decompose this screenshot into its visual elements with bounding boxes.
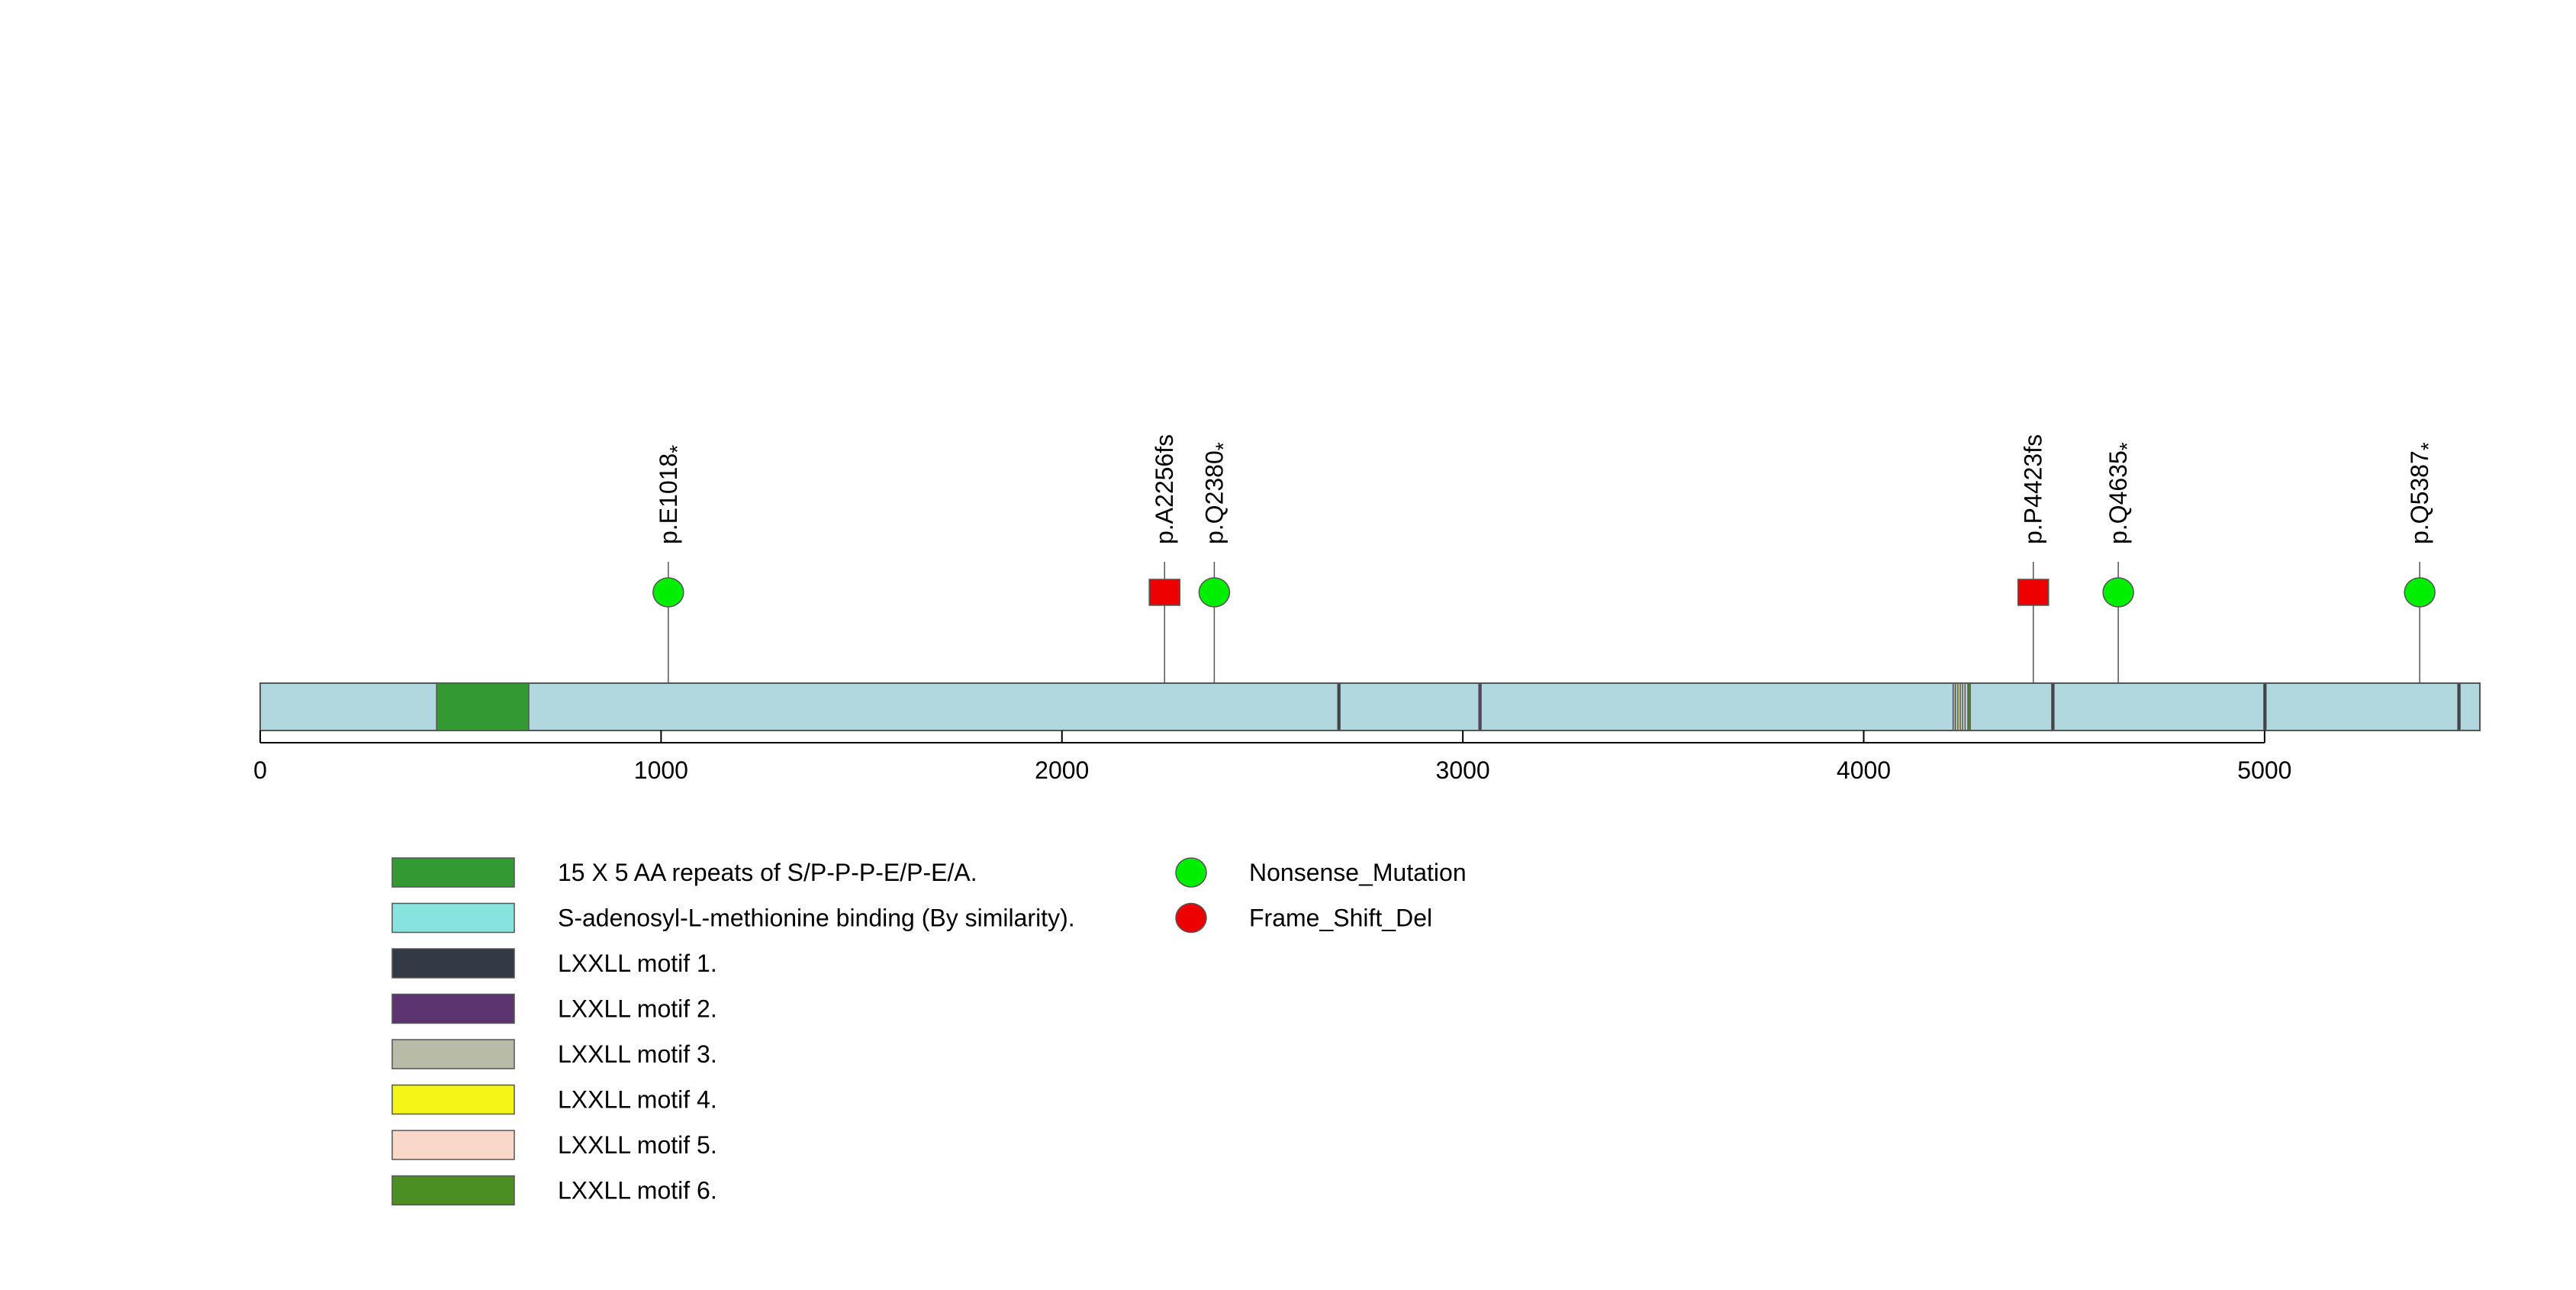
mutation-label-4: p.Q4635* — [2104, 442, 2139, 544]
legend-label-6: LXXLL motif 5. — [558, 1131, 717, 1159]
x-axis: 0 1000 2000 3000 4000 5000 — [253, 730, 2291, 784]
legend-swatch-0 — [391, 857, 515, 888]
domain-8 — [2263, 682, 2267, 731]
mutation-label-2: p.Q2380* — [1200, 442, 1235, 544]
mutation-label-text-4: p.Q4635 — [2104, 450, 2132, 544]
mutation-label-text-5: p.Q5387 — [2406, 450, 2433, 544]
domain-6 — [1967, 682, 1971, 731]
tick-label-0: 0 — [253, 756, 267, 784]
mutation-label-0: p.E1018* — [655, 445, 689, 544]
legend-swatch-4 — [391, 1039, 515, 1069]
domain-7 — [2051, 682, 2055, 731]
legend-swatch-1 — [391, 902, 515, 934]
mutation-label-text-2: p.Q2380 — [1200, 450, 1228, 544]
mutation-label-5: p.Q5387* — [2406, 442, 2440, 544]
domain-4 — [1957, 682, 1961, 731]
mutation-label-star-5: * — [2417, 442, 2440, 450]
mutation-label-star-0: * — [665, 445, 689, 453]
legend-label-0: 15 X 5 AA repeats of S/P-P-P-E/P-E/A. — [558, 859, 977, 886]
protein-backbone — [259, 682, 2481, 731]
legend-swatch-6 — [391, 1130, 515, 1160]
mutation-label-text-3: p.P4423fs — [2020, 434, 2047, 544]
mutation-markers — [652, 577, 2436, 608]
legend-mutation-label-1: Frame_Shift_Del — [1249, 905, 1432, 932]
domain-2 — [1478, 682, 1482, 731]
frameshift-marker-3 — [2017, 579, 2050, 606]
tick-label-2: 2000 — [1035, 756, 1089, 784]
legend-swatch-3 — [391, 993, 515, 1024]
protein-domains — [436, 682, 2461, 731]
tick-label-4: 4000 — [1837, 756, 1891, 784]
mutation-label-text-1: p.A2256fs — [1151, 434, 1178, 544]
nonsense-marker-0 — [652, 577, 684, 608]
tick-label-5: 5000 — [2237, 756, 2291, 784]
mutation-type-legend: Nonsense_Mutation Frame_Shift_Del — [1175, 857, 1467, 934]
mutation-label-3: p.P4423fs — [2020, 434, 2047, 544]
domain-legend: 15 X 5 AA repeats of S/P-P-P-E/P-E/A. S-a… — [391, 857, 1075, 1206]
legend-label-7: LXXLL motif 6. — [558, 1177, 717, 1205]
legend-label-2: LXXLL motif 1. — [558, 950, 717, 977]
mutation-label-1: p.A2256fs — [1151, 434, 1178, 544]
legend-label-3: LXXLL motif 2. — [558, 995, 717, 1023]
legend-swatch-5 — [391, 1084, 515, 1115]
domain-1 — [1337, 682, 1341, 731]
tick-label-3: 3000 — [1436, 756, 1490, 784]
legend-mutation-label-0: Nonsense_Mutation — [1249, 859, 1467, 886]
nonsense-marker-4 — [2102, 577, 2134, 608]
tick-label-1: 1000 — [634, 756, 688, 784]
mutation-label-star-2: * — [1211, 442, 1235, 450]
domain-5 — [1962, 682, 1966, 731]
mutation-labels: p.E1018* p.A2256fs p.Q2380* p.P4423fs p.Q463… — [655, 434, 2440, 544]
domain-0 — [436, 682, 530, 731]
nonsense-marker-5 — [2404, 577, 2436, 608]
legend-mutation-marker-0 — [1175, 857, 1207, 888]
domain-9 — [2457, 682, 2461, 731]
frameshift-marker-1 — [1148, 579, 1180, 606]
legend-swatch-7 — [391, 1175, 515, 1206]
legend-label-5: LXXLL motif 4. — [558, 1086, 717, 1114]
legend-label-4: LXXLL motif 3. — [558, 1040, 717, 1068]
mutation-label-star-4: * — [2115, 442, 2139, 450]
legend-swatch-2 — [391, 948, 515, 979]
legend-mutation-marker-1 — [1175, 902, 1207, 934]
mutation-label-text-0: p.E1018 — [655, 453, 682, 544]
domain-3 — [1952, 682, 1956, 731]
legend-label-1: S-adenosyl-L-methionine binding (By simi… — [558, 905, 1075, 932]
nonsense-marker-2 — [1198, 577, 1231, 608]
